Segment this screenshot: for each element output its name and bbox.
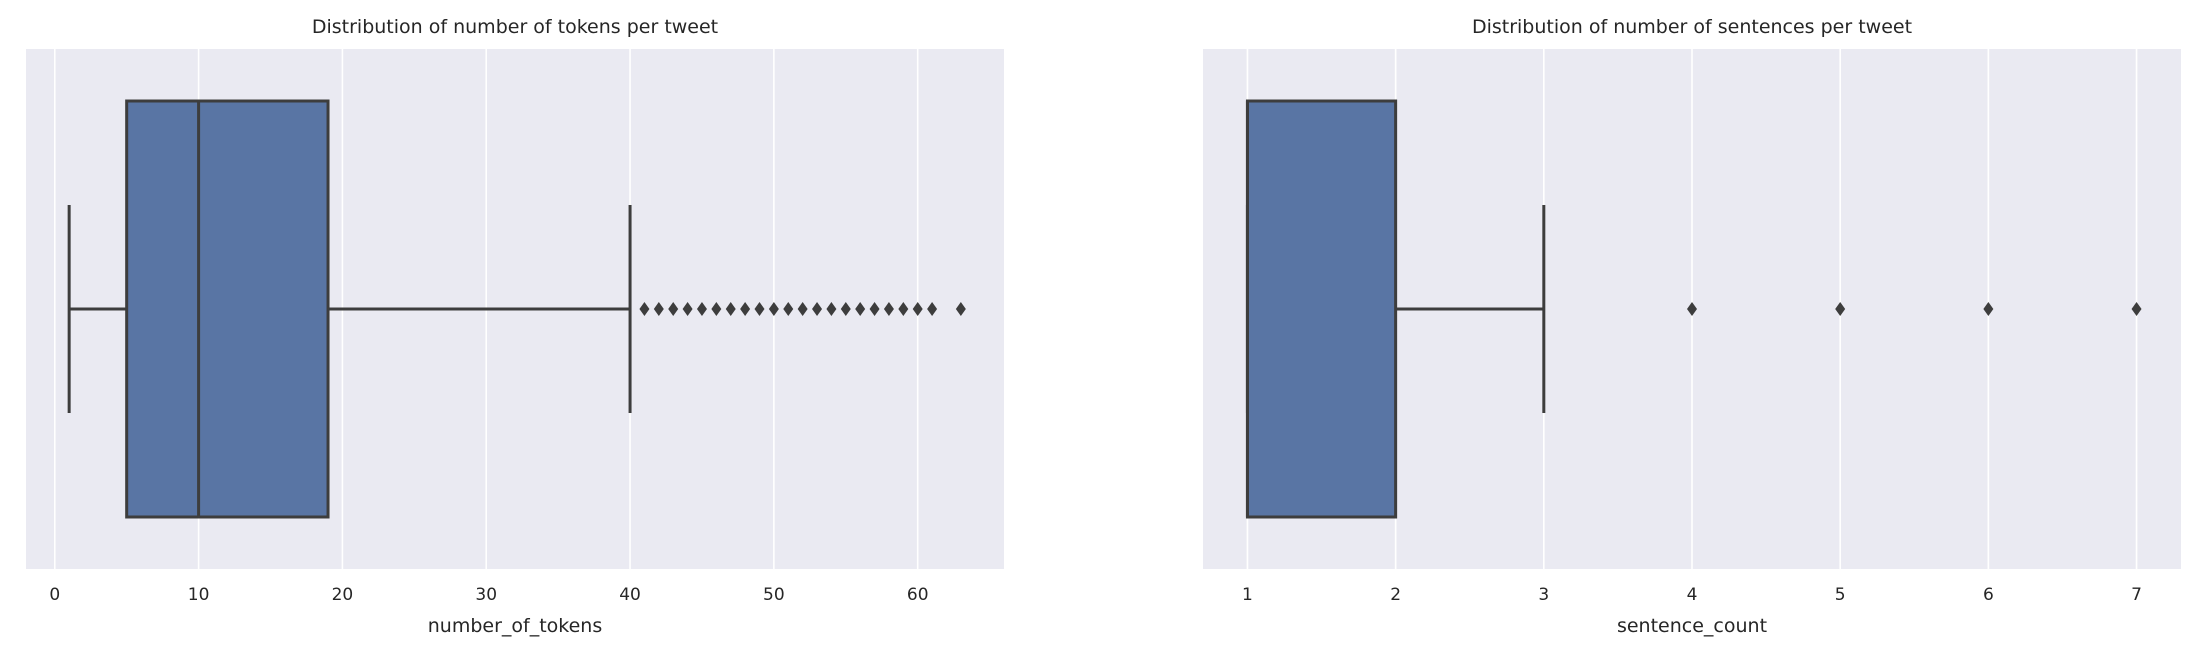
chart-title: Distribution of number of tokens per twe… — [312, 16, 718, 38]
sentences-boxplot-panel: 1 2 3 4 5 6 7 Distribution of number of senten… — [1105, 0, 2210, 647]
x-tick-label: 2 — [1390, 585, 1401, 605]
x-tick-label: 1 — [1242, 585, 1253, 605]
outlier-point — [754, 302, 765, 316]
x-tick-label: 40 — [619, 585, 641, 605]
tokens-boxplot-panel: 0 10 20 30 40 50 60 Distribution of number of … — [26, 16, 1004, 637]
outlier-point — [740, 302, 751, 316]
x-tick-labels: 1 2 3 4 5 6 7 — [1242, 585, 2142, 605]
outlier-point — [812, 302, 823, 316]
x-axis-label: sentence_count — [1617, 615, 1767, 637]
outlier-point — [1835, 302, 1846, 316]
outlier-point — [768, 302, 779, 316]
x-tick-label: 60 — [907, 585, 929, 605]
outlier-point — [653, 302, 664, 316]
x-axis-label: number_of_tokens — [428, 615, 603, 637]
outlier-point — [639, 302, 650, 316]
chart-title: Distribution of number of sentences per … — [1472, 16, 1912, 38]
x-tick-label: 4 — [1687, 585, 1698, 605]
outlier-point — [668, 302, 679, 316]
x-tick-label: 5 — [1835, 585, 1846, 605]
x-tick-label: 30 — [475, 585, 497, 605]
outlier-point — [955, 302, 966, 316]
outlier-point — [725, 302, 736, 316]
x-tick-label: 50 — [763, 585, 785, 605]
x-tick-label: 6 — [1983, 585, 1994, 605]
outlier-point — [826, 302, 837, 316]
outlier-point — [797, 302, 808, 316]
outlier-point — [883, 302, 894, 316]
tokens-boxplot-chart: 0 10 20 30 40 50 60 Distribution of number of … — [26, 16, 1004, 637]
interquartile-box — [125, 99, 330, 519]
outlier-point — [912, 302, 923, 316]
x-tick-label: 7 — [2131, 585, 2142, 605]
outlier-points — [1687, 302, 2142, 316]
outlier-point — [1687, 302, 1697, 316]
sentences-boxplot-chart: 1 2 3 4 5 6 7 Distribution of number of senten… — [1203, 16, 2181, 637]
interquartile-box — [1245, 99, 1398, 519]
outlier-points — [639, 302, 966, 316]
outlier-point — [682, 302, 693, 316]
x-tick-label: 20 — [332, 585, 354, 605]
x-tick-label: 0 — [49, 585, 60, 605]
box-plot — [67, 99, 632, 519]
x-tick-label: 10 — [188, 585, 210, 605]
outlier-point — [2131, 302, 2142, 316]
x-tick-labels: 0 10 20 30 40 50 60 — [49, 585, 928, 605]
outlier-point — [855, 302, 866, 316]
x-tick-label: 3 — [1538, 585, 1549, 605]
outlier-point — [696, 302, 707, 316]
outlier-point — [869, 302, 880, 316]
outlier-point — [898, 302, 909, 316]
outlier-point — [840, 302, 851, 316]
box-plot — [1245, 99, 1546, 519]
outlier-point — [927, 302, 938, 316]
outlier-point — [711, 302, 722, 316]
outlier-point — [783, 302, 794, 316]
outlier-point — [1983, 302, 1994, 316]
